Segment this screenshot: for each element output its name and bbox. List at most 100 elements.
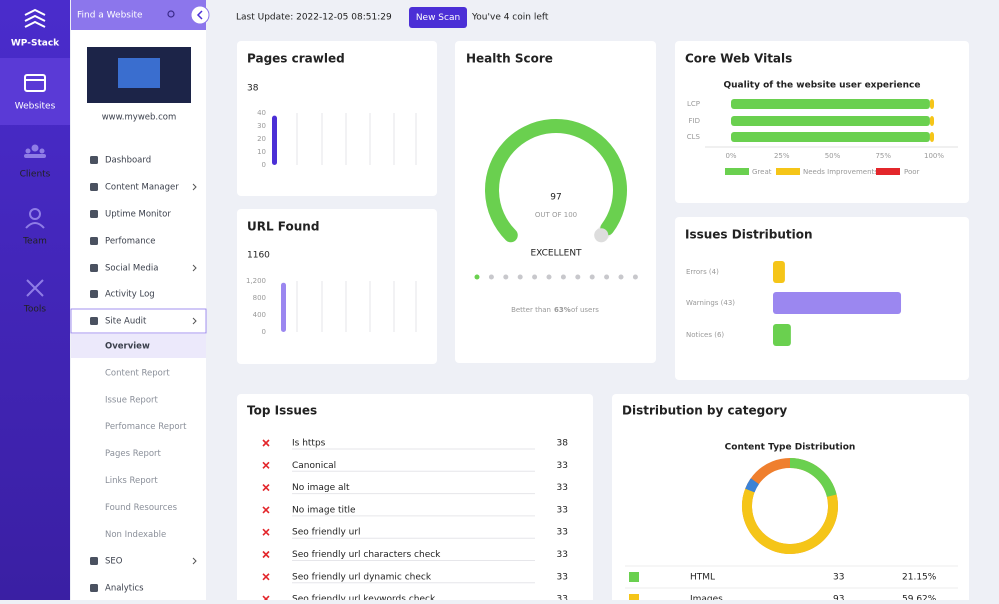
y-tick-label: 800	[253, 294, 266, 302]
bar-segment	[731, 116, 930, 126]
y-tick-label: 1,200	[246, 277, 266, 285]
team-icon	[25, 208, 45, 229]
category-label: Errors (4)	[686, 268, 719, 276]
row-label: HTML	[690, 573, 715, 583]
nav-item[interactable]: Social Media	[105, 264, 158, 274]
issue-label: No image alt	[292, 483, 350, 493]
collapse-button[interactable]	[190, 5, 210, 25]
x-tick-label: 50%	[825, 152, 841, 160]
nav-item[interactable]: SEO	[105, 557, 123, 567]
issue-count: 33	[557, 505, 568, 515]
issue-count: 33	[557, 528, 568, 538]
error-icon	[262, 573, 270, 581]
nav-icon	[90, 584, 98, 592]
issue-count: 33	[557, 550, 568, 560]
nav-icon	[90, 183, 98, 191]
search-icon[interactable]	[167, 10, 175, 18]
donut-segment	[742, 458, 838, 554]
card	[237, 209, 437, 364]
button-label[interactable]: New Scan	[416, 13, 460, 23]
legend-swatch	[876, 168, 900, 175]
dot	[503, 274, 509, 280]
y-tick-label: 30	[257, 122, 266, 130]
legend-swatch	[725, 168, 749, 175]
nav-item[interactable]: Analytics	[105, 584, 144, 594]
chevron	[192, 183, 197, 191]
logo	[24, 8, 46, 28]
chart-subtitle: Content Type Distribution	[725, 443, 856, 453]
sidebar-item[interactable]: Team	[22, 237, 47, 247]
y-tick-label: 10	[257, 148, 266, 156]
issue-label: Seo friendly url	[292, 528, 361, 538]
overview-row[interactable]	[71, 334, 206, 358]
x-tick-label: 75%	[875, 152, 891, 160]
submenu-item[interactable]: Content Report	[105, 368, 170, 378]
sidebar-item[interactable]: Clients	[20, 170, 51, 180]
card	[237, 41, 437, 196]
submenu-item[interactable]: Non Indexable	[105, 530, 166, 540]
thumbnail-screen	[118, 58, 160, 88]
dot	[474, 274, 480, 280]
card	[455, 41, 656, 363]
x-tick-label: 0%	[725, 152, 736, 160]
issue-count: 33	[557, 595, 568, 600]
y-tick-label: 40	[257, 109, 266, 117]
sidebar-item[interactable]: Tools	[23, 305, 46, 315]
search-placeholder: Find a Website	[77, 11, 143, 21]
nav-icon	[90, 317, 98, 325]
bar-segment	[929, 132, 934, 142]
sidebar-item[interactable]: Websites	[15, 102, 56, 112]
legend-label: Poor	[904, 168, 920, 176]
gauge-arc	[485, 119, 627, 243]
issue-count: 33	[557, 572, 568, 582]
bar	[272, 115, 277, 165]
error-icon	[262, 550, 270, 559]
nav-icon	[90, 237, 98, 245]
submenu-item[interactable]: Perfomance Report	[105, 422, 187, 432]
row-count: 33	[833, 573, 844, 583]
nav-item[interactable]: Content Manager	[105, 183, 179, 193]
dot	[546, 274, 552, 280]
submenu-item[interactable]: Pages Report	[105, 449, 162, 459]
y-tick-label: 400	[253, 311, 266, 319]
websites-icon	[24, 74, 46, 92]
x-tick-label: 100%	[924, 152, 944, 160]
dot	[632, 274, 638, 280]
error-icon	[262, 528, 270, 536]
error-icon	[262, 484, 270, 492]
chevron	[192, 557, 197, 565]
site-audit-row[interactable]	[70, 308, 207, 334]
bar-segment	[929, 99, 934, 109]
dot	[560, 274, 566, 280]
nav-item[interactable]: Dashboard	[105, 156, 151, 166]
search-bar[interactable]	[71, 0, 206, 30]
rating: EXCELLENT	[530, 249, 582, 259]
submenu-item[interactable]: Links Report	[105, 476, 158, 486]
row-label: Images	[690, 595, 723, 601]
bar	[281, 282, 286, 332]
y-tick-label: 20	[257, 135, 266, 143]
dot	[604, 274, 610, 280]
issue-count: 38	[557, 439, 569, 449]
bar-segment	[731, 99, 930, 109]
card-title: Pages crawled	[247, 52, 345, 66]
nav-item[interactable]: Activity Log	[105, 290, 155, 300]
submenu-item[interactable]: Overview	[105, 342, 150, 352]
submenu-item[interactable]: Found Resources	[105, 503, 178, 513]
submenu-item[interactable]: Issue Report	[105, 395, 159, 405]
issue-label: Seo friendly url keywords check	[292, 595, 436, 600]
nav-item[interactable]: Perfomance	[105, 237, 156, 247]
nav-icon	[90, 264, 98, 272]
y-tick-label: 0	[262, 328, 266, 336]
issue-label: Is https	[292, 439, 326, 449]
nav-icon	[90, 156, 98, 164]
new-scan-button[interactable]	[409, 7, 467, 28]
chevron	[192, 317, 197, 325]
category-label: Notices (6)	[686, 331, 724, 339]
nav-item[interactable]: Site Audit	[105, 317, 147, 327]
card-title: Health Score	[466, 52, 553, 66]
brand: WP-Stack	[11, 39, 60, 49]
nav-item[interactable]: Uptime Monitor	[105, 210, 171, 220]
row-percent: 59.62%	[902, 595, 937, 601]
